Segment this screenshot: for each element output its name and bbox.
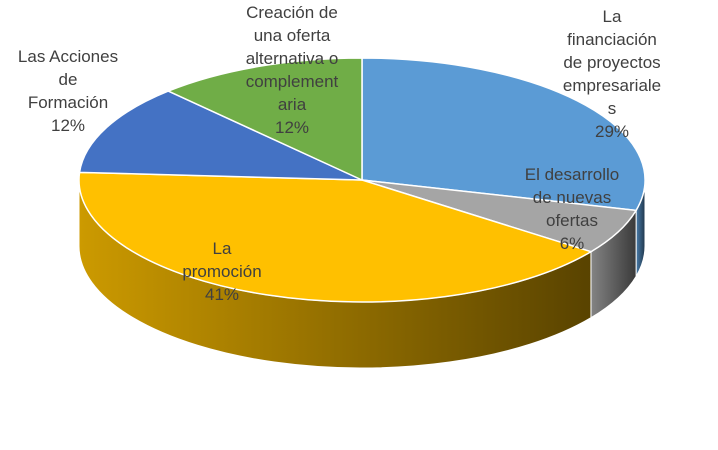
category-label-line: Las Acciones	[18, 47, 118, 66]
value-label: 12%	[275, 118, 309, 137]
data-label: La financiación de proyectos empresariale s 2…	[563, 7, 661, 141]
category-label-line: de	[59, 70, 78, 89]
value-label: 12%	[51, 116, 85, 135]
category-label-line: ofertas	[546, 211, 598, 230]
category-label-line: aria	[278, 95, 307, 114]
category-label-line: La	[213, 239, 232, 258]
category-label-line: La	[603, 7, 622, 26]
category-label-line: s	[608, 99, 617, 118]
slice	[78, 171, 593, 303]
data-label: La promoción 41%	[182, 239, 261, 304]
category-label-line: complement	[246, 72, 339, 91]
category-label-line: El desarrollo	[525, 165, 620, 184]
category-label-line: de proyectos	[563, 53, 660, 72]
category-label-line: alternativa o	[246, 49, 339, 68]
category-label-line: financiación	[567, 30, 657, 49]
category-label-line: de nuevas	[533, 188, 611, 207]
slice	[166, 57, 363, 182]
category-label-line: Formación	[28, 93, 108, 112]
category-label-line: promoción	[182, 262, 261, 281]
data-label: Las Acciones de Formación 12%	[18, 47, 118, 135]
category-label-line: una oferta	[254, 26, 331, 45]
value-label: 6%	[560, 234, 585, 253]
value-label: 41%	[205, 285, 239, 304]
slice	[78, 90, 363, 181]
category-label-line: empresariale	[563, 76, 661, 95]
slice	[361, 57, 646, 212]
value-label: 29%	[595, 122, 629, 141]
category-label-line: Creación de	[246, 3, 338, 22]
data-label: El desarrollo de nuevas ofertas 6%	[525, 165, 620, 253]
data-label: Creación de una oferta alternativa o comple…	[246, 3, 339, 137]
